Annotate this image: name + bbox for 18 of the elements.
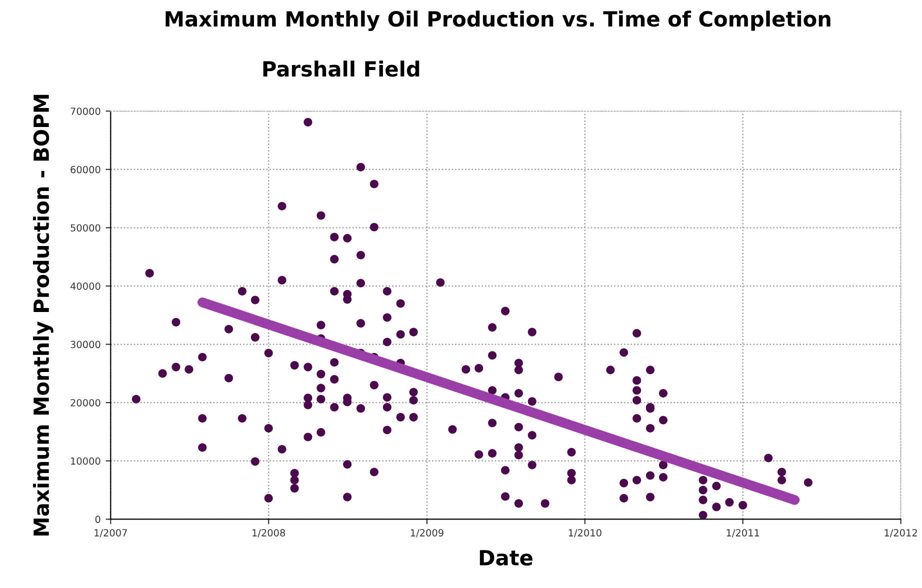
y-tick-label: 0 xyxy=(95,516,100,524)
x-tick-label: 1/2009 xyxy=(410,529,444,538)
x-tick-label: 1/2007 xyxy=(94,529,127,538)
x-tick-label: 1/2011 xyxy=(726,529,760,538)
x-tick-label: 1/2012 xyxy=(884,529,917,538)
x-tick-label: 1/2010 xyxy=(568,529,602,538)
y-tick-label: 70000 xyxy=(70,108,100,115)
x-axis-title: Date xyxy=(480,550,532,566)
y-tick-label: 60000 xyxy=(70,166,100,174)
y-tick-label: 10000 xyxy=(71,457,100,465)
chart-title: Maximum Monthly Oil Production vs. Time of Completion xyxy=(166,10,830,31)
y-tick-label: 50000 xyxy=(70,224,100,232)
y-axis-title: Maximum Monthly Production - BOPM xyxy=(32,94,54,536)
y-tick-label: 30000 xyxy=(70,340,100,348)
chart-subtitle: Parshall Field xyxy=(263,60,420,77)
y-tick-label: 20000 xyxy=(70,399,100,406)
y-tick-label: 40000 xyxy=(70,282,100,290)
x-tick-label: 1/2008 xyxy=(252,529,286,538)
